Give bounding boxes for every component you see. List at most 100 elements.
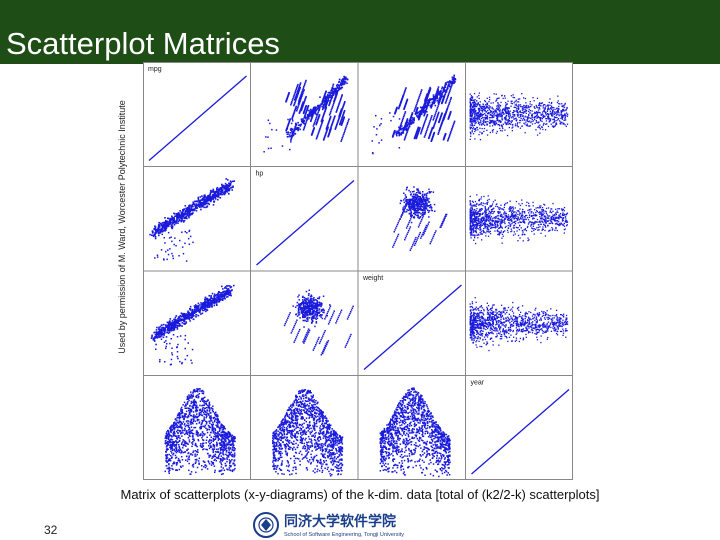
data-point [218, 426, 220, 428]
data-point [310, 118, 313, 120]
data-point [326, 95, 329, 97]
data-point [201, 306, 203, 309]
data-point [202, 204, 205, 206]
data-point [181, 427, 183, 430]
data-point [189, 235, 192, 238]
data-point [312, 309, 314, 312]
data-point [315, 118, 317, 121]
data-point [292, 449, 294, 451]
data-point [175, 426, 178, 428]
data-point [310, 120, 312, 122]
data-point [304, 99, 306, 101]
data-point [227, 187, 229, 190]
data-point [309, 108, 312, 111]
data-point [178, 451, 181, 453]
data-point [313, 123, 315, 126]
data-point [181, 459, 184, 461]
data-point [338, 314, 340, 317]
data-point [202, 445, 205, 447]
data-point [285, 128, 288, 131]
data-point [343, 77, 345, 80]
data-point [324, 330, 326, 332]
data-point [165, 229, 167, 231]
data-point [171, 452, 173, 454]
data-point [171, 465, 173, 467]
data-point [311, 318, 313, 321]
data-point [155, 331, 158, 334]
data-point [309, 398, 312, 401]
data-point [340, 83, 343, 86]
data-point [348, 118, 350, 121]
data-point [286, 133, 289, 136]
data-point [337, 473, 339, 476]
data-point [310, 427, 312, 430]
data-point [173, 219, 175, 221]
data-point [299, 392, 301, 394]
data-point [192, 401, 195, 403]
data-point [225, 434, 228, 436]
data-point [196, 309, 198, 311]
data-point [314, 120, 316, 122]
data-point [311, 113, 313, 116]
data-point [333, 89, 336, 92]
data-point [334, 99, 336, 101]
data-point [304, 98, 307, 100]
data-point [182, 412, 184, 414]
data-point [348, 337, 351, 339]
data-point [313, 428, 316, 430]
data-point [170, 218, 173, 220]
data-point [165, 225, 167, 228]
data-point [173, 328, 176, 330]
data-point [185, 410, 188, 413]
data-point [211, 428, 213, 431]
data-point [311, 321, 313, 323]
data-point [184, 413, 186, 415]
data-point [176, 319, 179, 322]
data-point [226, 442, 228, 444]
data-point [302, 319, 304, 322]
data-point [297, 88, 300, 91]
data-point [314, 310, 317, 313]
data-point [211, 195, 214, 197]
data-point [170, 329, 172, 332]
data-point [263, 151, 265, 153]
data-point [319, 104, 321, 107]
data-point [339, 458, 342, 461]
data-point [164, 328, 167, 330]
data-point [299, 441, 302, 444]
data-point [201, 423, 203, 425]
data-point [289, 421, 291, 423]
data-point [331, 440, 334, 442]
data-point [233, 449, 236, 452]
data-point [184, 451, 187, 453]
data-point [278, 424, 281, 426]
data-point [291, 473, 293, 475]
data-point [321, 309, 323, 311]
data-point [223, 297, 226, 299]
data-point [317, 432, 320, 434]
data-point [296, 431, 298, 433]
data-point [315, 316, 318, 318]
data-point [191, 445, 193, 448]
data-point [164, 331, 166, 334]
data-point [167, 448, 169, 450]
data-point [332, 120, 334, 123]
data-point [167, 444, 169, 446]
data-point [167, 437, 170, 440]
data-point [202, 398, 204, 400]
data-point [297, 106, 299, 109]
data-point [198, 419, 200, 421]
data-point [206, 303, 209, 306]
data-point [185, 213, 188, 215]
data-point [221, 434, 224, 436]
data-point [234, 440, 236, 443]
data-point [295, 313, 297, 316]
data-point [209, 439, 211, 441]
data-point [309, 414, 312, 417]
data-point [209, 298, 212, 301]
data-point [330, 110, 332, 113]
data-point [172, 442, 175, 445]
data-point [212, 198, 214, 201]
data-point [155, 229, 157, 231]
data-point [171, 323, 173, 325]
